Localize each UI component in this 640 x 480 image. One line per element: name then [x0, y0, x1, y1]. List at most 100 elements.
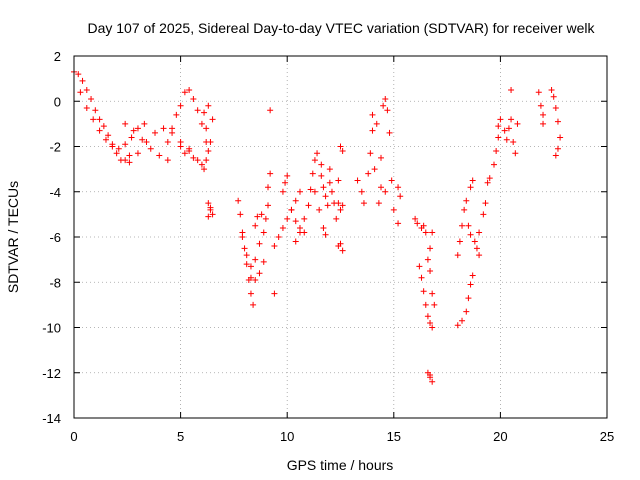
data-point — [284, 172, 291, 179]
data-point — [198, 161, 205, 168]
data-point — [473, 245, 480, 252]
grid-lines — [74, 56, 607, 418]
series-arc-17 — [318, 161, 331, 209]
data-point — [77, 89, 84, 96]
y-tick-label: -6 — [49, 230, 61, 245]
series-arc-18 — [326, 166, 340, 222]
data-point — [164, 157, 171, 164]
series-arc-8 — [205, 200, 216, 220]
data-point — [288, 206, 295, 213]
data-point — [510, 138, 517, 145]
data-point — [258, 211, 265, 218]
data-point — [128, 134, 135, 141]
data-point — [540, 120, 547, 127]
data-point — [279, 188, 286, 195]
series-arc-15 — [292, 150, 321, 245]
series-arc-12 — [252, 107, 278, 297]
data-point — [190, 95, 197, 102]
data-point — [339, 247, 346, 254]
data-point — [429, 324, 436, 331]
data-point — [102, 136, 109, 143]
data-point — [169, 125, 176, 132]
data-point — [339, 148, 346, 155]
chart-title: Day 107 of 2025, Sidereal Day-to-day VTE… — [87, 20, 595, 36]
data-point — [397, 193, 404, 200]
data-point — [429, 378, 436, 385]
data-point — [429, 229, 436, 236]
series-arc-35 — [548, 86, 564, 159]
data-point — [250, 301, 257, 308]
data-point — [508, 86, 515, 93]
data-point — [335, 243, 342, 250]
series-arc-7 — [201, 102, 216, 173]
data-point — [337, 143, 344, 150]
data-point — [296, 229, 303, 236]
data-point — [471, 238, 478, 245]
data-point — [465, 222, 472, 229]
data-point — [429, 290, 436, 297]
y-tick-label: -10 — [42, 321, 61, 336]
data-point — [358, 188, 365, 195]
data-point — [194, 157, 201, 164]
data-point — [537, 102, 544, 109]
data-point — [339, 202, 346, 209]
data-point — [311, 188, 318, 195]
data-point — [100, 123, 107, 130]
data-point — [279, 224, 286, 231]
data-point — [382, 188, 389, 195]
data-point — [186, 86, 193, 93]
plot-frame — [73, 55, 608, 419]
data-point — [459, 317, 466, 324]
data-point — [420, 288, 427, 295]
series-arc-24 — [412, 215, 429, 236]
x-tick-label: 0 — [70, 429, 77, 444]
data-point — [395, 184, 402, 191]
data-point — [552, 152, 559, 159]
data-point — [237, 211, 244, 218]
data-point — [431, 301, 438, 308]
data-point — [503, 136, 510, 143]
data-point — [164, 138, 171, 145]
series-arc-14 — [279, 172, 308, 236]
y-tick-label: -12 — [42, 366, 61, 381]
data-point — [384, 107, 391, 114]
x-tick-label: 15 — [387, 429, 401, 444]
series-arc-2 — [77, 89, 148, 152]
data-point — [469, 177, 476, 184]
series-arc-31 — [476, 175, 493, 236]
x-tick-label: 5 — [177, 429, 184, 444]
data-point — [459, 222, 466, 229]
data-point — [469, 272, 476, 279]
data-point — [113, 150, 120, 157]
data-point — [390, 206, 397, 213]
data-point — [139, 136, 146, 143]
data-point — [369, 111, 376, 118]
y-tick-label: -4 — [49, 185, 61, 200]
data-point — [254, 213, 261, 220]
y-tick-label: 2 — [54, 49, 61, 64]
series-arc-30 — [465, 222, 483, 259]
data-point — [105, 132, 112, 139]
data-point — [247, 274, 254, 281]
data-point — [209, 211, 216, 218]
data-point — [267, 170, 274, 177]
data-point — [326, 166, 333, 173]
data-point — [141, 120, 148, 127]
data-point — [201, 109, 208, 116]
data-point — [292, 238, 299, 245]
data-point — [495, 134, 502, 141]
data-point — [75, 71, 82, 78]
data-point — [305, 202, 312, 209]
data-point — [207, 206, 214, 213]
data-point — [247, 263, 254, 270]
series-arc-25 — [416, 263, 436, 331]
data-point — [465, 295, 472, 302]
data-point — [90, 116, 97, 123]
data-point — [371, 166, 378, 173]
data-point — [194, 107, 201, 114]
data-point — [380, 102, 387, 109]
y-tick-label: -8 — [49, 275, 61, 290]
data-point — [205, 148, 212, 155]
data-point — [414, 220, 421, 227]
data-point — [491, 161, 498, 168]
